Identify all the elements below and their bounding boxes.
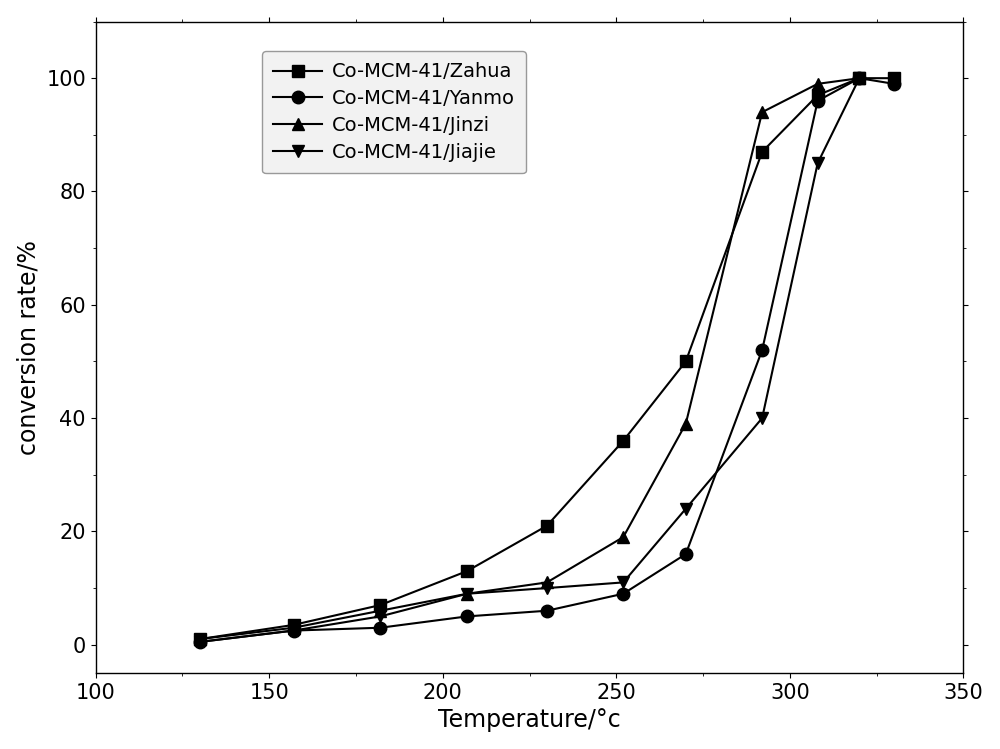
Co-MCM-41/Zahua	[853, 73, 865, 82]
Co-MCM-41/Zahua	[194, 634, 206, 643]
Co-MCM-41/Zahua	[756, 148, 768, 157]
Co-MCM-41/Jinzi	[756, 108, 768, 117]
Co-MCM-41/Jiajie	[461, 589, 473, 598]
Co-MCM-41/Jiajie	[756, 413, 768, 422]
Co-MCM-41/Zahua	[617, 436, 629, 445]
Co-MCM-41/Yanmo	[812, 97, 824, 106]
Co-MCM-41/Jinzi	[680, 419, 692, 428]
Co-MCM-41/Yanmo	[541, 606, 553, 615]
Legend: Co-MCM-41/Zahua, Co-MCM-41/Yanmo, Co-MCM-41/Jinzi, Co-MCM-41/Jiajie: Co-MCM-41/Zahua, Co-MCM-41/Yanmo, Co-MCM…	[262, 51, 526, 174]
Line: Co-MCM-41/Zahua: Co-MCM-41/Zahua	[194, 72, 900, 646]
Co-MCM-41/Yanmo	[194, 637, 206, 646]
Co-MCM-41/Jinzi	[374, 606, 386, 615]
Co-MCM-41/Jiajie	[812, 159, 824, 168]
Co-MCM-41/Jinzi	[853, 73, 865, 82]
Co-MCM-41/Jinzi	[461, 589, 473, 598]
Co-MCM-41/Zahua	[680, 357, 692, 366]
Co-MCM-41/Zahua	[888, 73, 900, 82]
Co-MCM-41/Yanmo	[374, 623, 386, 632]
Co-MCM-41/Jinzi	[617, 533, 629, 542]
Line: Co-MCM-41/Yanmo: Co-MCM-41/Yanmo	[194, 72, 900, 648]
Co-MCM-41/Yanmo	[617, 589, 629, 598]
Co-MCM-41/Yanmo	[680, 550, 692, 559]
Co-MCM-41/Jinzi	[541, 578, 553, 587]
Co-MCM-41/Jiajie	[853, 73, 865, 82]
Co-MCM-41/Jiajie	[617, 578, 629, 587]
Co-MCM-41/Jinzi	[812, 79, 824, 88]
Line: Co-MCM-41/Jiajie: Co-MCM-41/Jiajie	[194, 72, 866, 648]
Co-MCM-41/Jiajie	[541, 583, 553, 592]
Co-MCM-41/Jiajie	[288, 626, 300, 635]
Co-MCM-41/Jinzi	[194, 634, 206, 643]
Line: Co-MCM-41/Jinzi: Co-MCM-41/Jinzi	[194, 72, 866, 646]
Co-MCM-41/Zahua	[288, 620, 300, 629]
Co-MCM-41/Yanmo	[888, 79, 900, 88]
Co-MCM-41/Jiajie	[680, 504, 692, 513]
Co-MCM-41/Zahua	[541, 521, 553, 530]
Y-axis label: conversion rate/%: conversion rate/%	[17, 240, 41, 455]
Co-MCM-41/Jiajie	[374, 612, 386, 621]
X-axis label: Temperature/°c: Temperature/°c	[438, 709, 621, 733]
Co-MCM-41/Jiajie	[194, 637, 206, 646]
Co-MCM-41/Yanmo	[461, 612, 473, 621]
Co-MCM-41/Yanmo	[288, 626, 300, 635]
Co-MCM-41/Jinzi	[288, 623, 300, 632]
Co-MCM-41/Zahua	[461, 566, 473, 575]
Co-MCM-41/Yanmo	[756, 345, 768, 354]
Co-MCM-41/Zahua	[374, 601, 386, 610]
Co-MCM-41/Yanmo	[853, 73, 865, 82]
Co-MCM-41/Zahua	[812, 91, 824, 100]
